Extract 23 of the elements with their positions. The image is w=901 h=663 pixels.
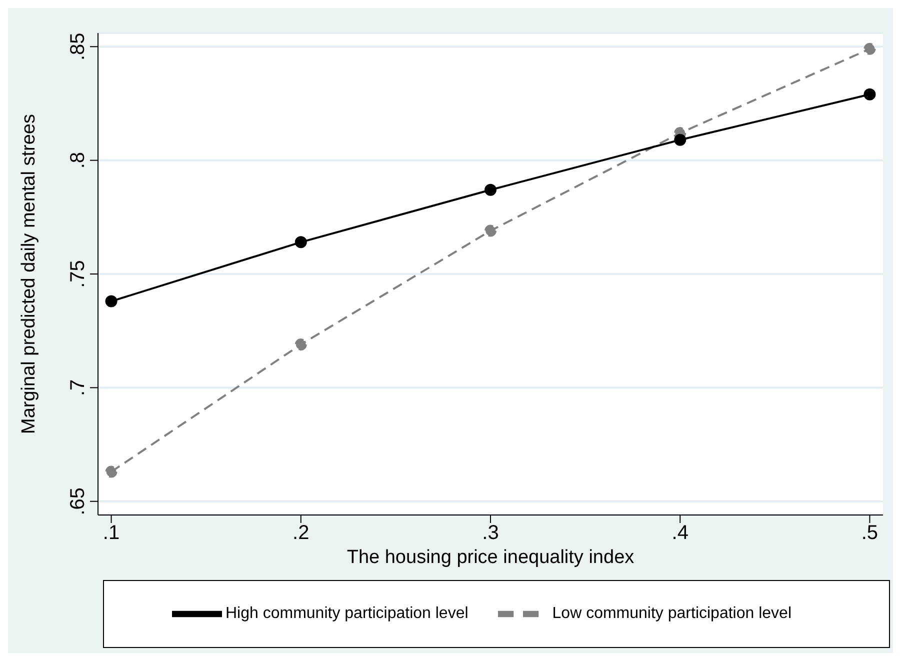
x-tick-label: .4 [672,522,688,544]
point [484,224,496,237]
point [105,466,118,478]
point [674,134,686,146]
legend-label: High community participation level [226,605,468,622]
y-tick-label: .75 [67,260,89,288]
y-tick-label: .8 [67,152,89,169]
point [105,295,118,308]
y-tick-label: .7 [67,379,89,396]
x-tick-label: .3 [482,522,499,544]
point [864,42,876,55]
point [294,338,307,350]
x-axis-title: The housing price inequality index [346,547,635,568]
point [864,88,876,100]
x-tick-label: .1 [102,522,120,544]
x-tick-label: .5 [861,522,878,544]
legend-label: Low community participation level [552,605,792,622]
point [484,184,496,196]
point [294,236,307,248]
y-tick-label: .85 [67,32,89,61]
y-tick-label: .65 [67,487,89,516]
y-axis-title: Marginal predicted daily mental strees [18,114,40,434]
x-tick-label: .2 [292,522,310,544]
